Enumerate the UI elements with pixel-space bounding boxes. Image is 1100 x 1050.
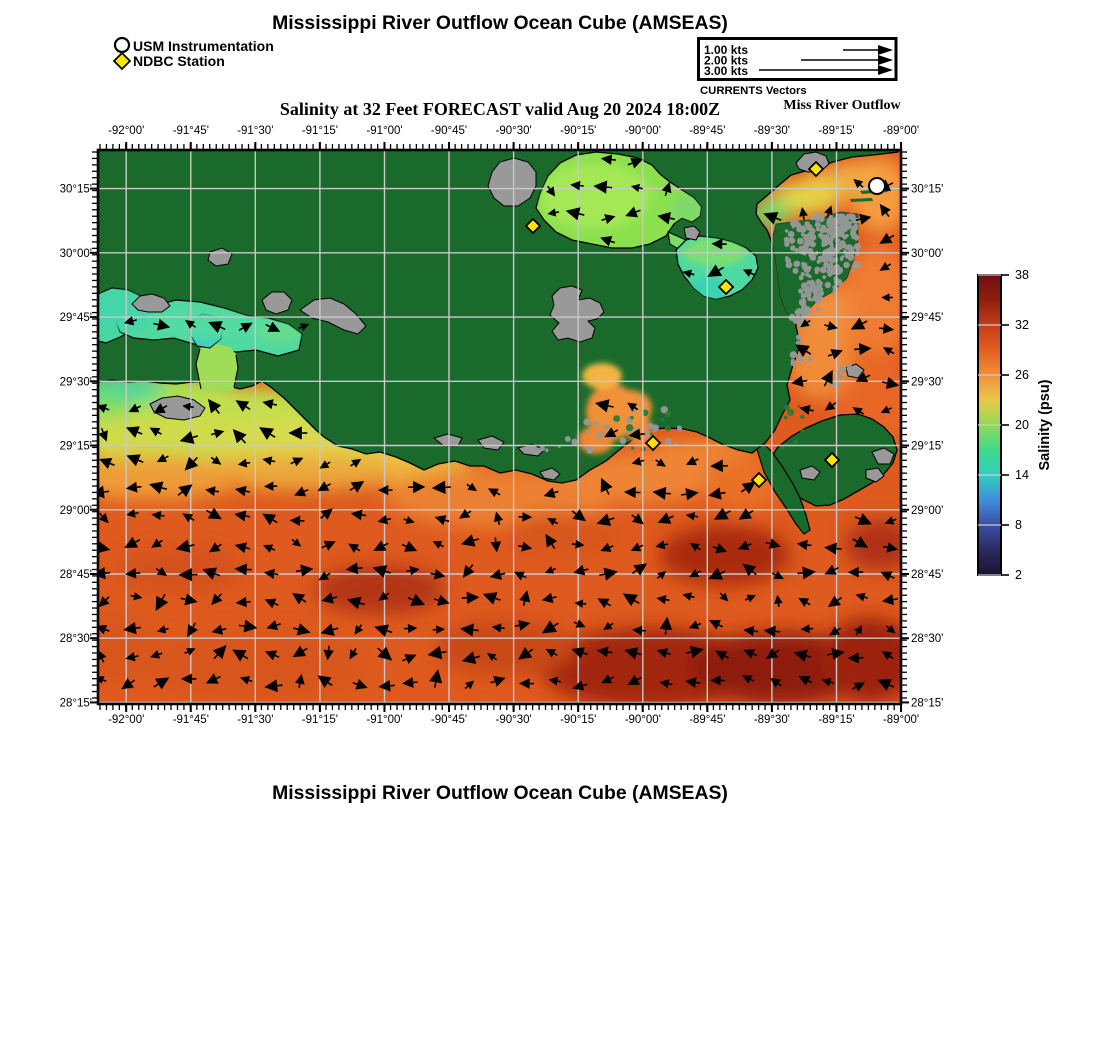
svg-text:29°30': 29°30' bbox=[60, 376, 92, 388]
svg-text:20: 20 bbox=[1015, 418, 1029, 432]
svg-text:-90°15': -90°15' bbox=[560, 714, 596, 726]
svg-text:28°30': 28°30' bbox=[60, 633, 92, 645]
svg-text:28°30': 28°30' bbox=[911, 633, 943, 645]
svg-text:-89°45': -89°45' bbox=[689, 125, 725, 137]
svg-text:28°45': 28°45' bbox=[911, 569, 943, 581]
svg-text:26: 26 bbox=[1015, 368, 1029, 382]
svg-text:28°45': 28°45' bbox=[60, 569, 92, 581]
svg-text:28°15': 28°15' bbox=[911, 697, 943, 709]
svg-text:CURRENTS Vectors: CURRENTS Vectors bbox=[700, 85, 807, 97]
svg-text:-90°45': -90°45' bbox=[431, 714, 467, 726]
svg-text:-90°30': -90°30' bbox=[495, 125, 531, 137]
svg-text:-92°00': -92°00' bbox=[108, 714, 144, 726]
svg-text:Mississippi River Outflow Ocea: Mississippi River Outflow Ocean Cube (AM… bbox=[272, 12, 728, 34]
svg-text:-91°30': -91°30' bbox=[237, 125, 273, 137]
svg-text:29°30': 29°30' bbox=[911, 376, 943, 388]
svg-text:30°15': 30°15' bbox=[911, 184, 943, 196]
svg-text:29°15': 29°15' bbox=[911, 441, 943, 453]
svg-text:30°00': 30°00' bbox=[911, 248, 943, 260]
svg-text:-91°30': -91°30' bbox=[237, 714, 273, 726]
svg-text:29°00': 29°00' bbox=[911, 505, 943, 517]
svg-text:-89°45': -89°45' bbox=[689, 714, 725, 726]
svg-text:-91°45': -91°45' bbox=[173, 125, 209, 137]
svg-text:-91°00': -91°00' bbox=[366, 125, 402, 137]
svg-text:Salinity at 32 Feet FORECAST v: Salinity at 32 Feet FORECAST valid Aug 2… bbox=[280, 99, 720, 119]
svg-text:14: 14 bbox=[1015, 468, 1029, 482]
svg-text:-90°45': -90°45' bbox=[431, 125, 467, 137]
svg-text:-91°45': -91°45' bbox=[173, 714, 209, 726]
svg-text:32: 32 bbox=[1015, 318, 1029, 332]
svg-text:-92°00': -92°00' bbox=[108, 125, 144, 137]
svg-text:Salinity (psu): Salinity (psu) bbox=[1037, 379, 1053, 470]
svg-text:38: 38 bbox=[1015, 268, 1029, 282]
svg-text:-89°30': -89°30' bbox=[754, 714, 790, 726]
svg-text:30°15': 30°15' bbox=[60, 184, 92, 196]
svg-text:-91°00': -91°00' bbox=[366, 714, 402, 726]
svg-text:-89°15': -89°15' bbox=[818, 125, 854, 137]
svg-text:-91°15': -91°15' bbox=[302, 714, 338, 726]
svg-text:NDBC Station: NDBC Station bbox=[133, 53, 225, 69]
svg-text:29°00': 29°00' bbox=[60, 505, 92, 517]
svg-text:-89°15': -89°15' bbox=[818, 714, 854, 726]
svg-text:Mississippi River Outflow Ocea: Mississippi River Outflow Ocean Cube (AM… bbox=[272, 782, 728, 804]
svg-text:Miss River Outflow: Miss River Outflow bbox=[783, 98, 901, 113]
svg-text:28°15': 28°15' bbox=[60, 697, 92, 709]
svg-text:29°45': 29°45' bbox=[911, 312, 943, 324]
svg-text:2.00 kts: 2.00 kts bbox=[704, 54, 748, 68]
svg-text:-91°15': -91°15' bbox=[302, 125, 338, 137]
svg-text:-89°00': -89°00' bbox=[883, 125, 919, 137]
svg-text:29°45': 29°45' bbox=[60, 312, 92, 324]
svg-text:USM Instrumentation: USM Instrumentation bbox=[133, 38, 274, 54]
svg-text:-90°00': -90°00' bbox=[625, 714, 661, 726]
svg-text:-89°30': -89°30' bbox=[754, 125, 790, 137]
svg-text:30°00': 30°00' bbox=[60, 248, 92, 260]
svg-text:-90°00': -90°00' bbox=[625, 125, 661, 137]
svg-text:-90°15': -90°15' bbox=[560, 125, 596, 137]
svg-text:1.00 kts: 1.00 kts bbox=[704, 43, 748, 57]
svg-text:3.00 kts: 3.00 kts bbox=[704, 64, 748, 78]
svg-text:8: 8 bbox=[1015, 518, 1022, 532]
svg-text:29°15': 29°15' bbox=[60, 441, 92, 453]
svg-text:-89°00': -89°00' bbox=[883, 714, 919, 726]
svg-text:2: 2 bbox=[1015, 568, 1022, 582]
svg-text:-90°30': -90°30' bbox=[495, 714, 531, 726]
